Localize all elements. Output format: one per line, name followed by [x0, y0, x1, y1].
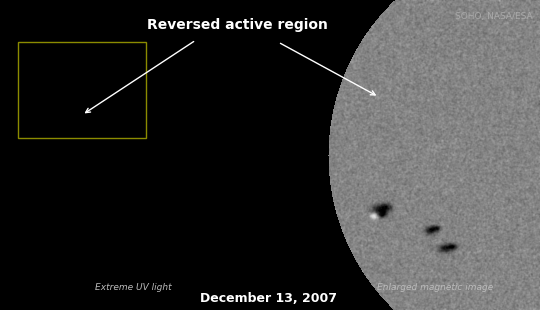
- Text: Reversed active region: Reversed active region: [146, 18, 327, 32]
- Text: December 13, 2007: December 13, 2007: [199, 292, 336, 305]
- Text: SOHO, NASA/ESA: SOHO, NASA/ESA: [455, 12, 533, 21]
- Bar: [18, 42, 146, 138]
- Text: Extreme UV light: Extreme UV light: [94, 283, 171, 292]
- Text: Enlarged magnetic image: Enlarged magnetic image: [377, 283, 493, 292]
